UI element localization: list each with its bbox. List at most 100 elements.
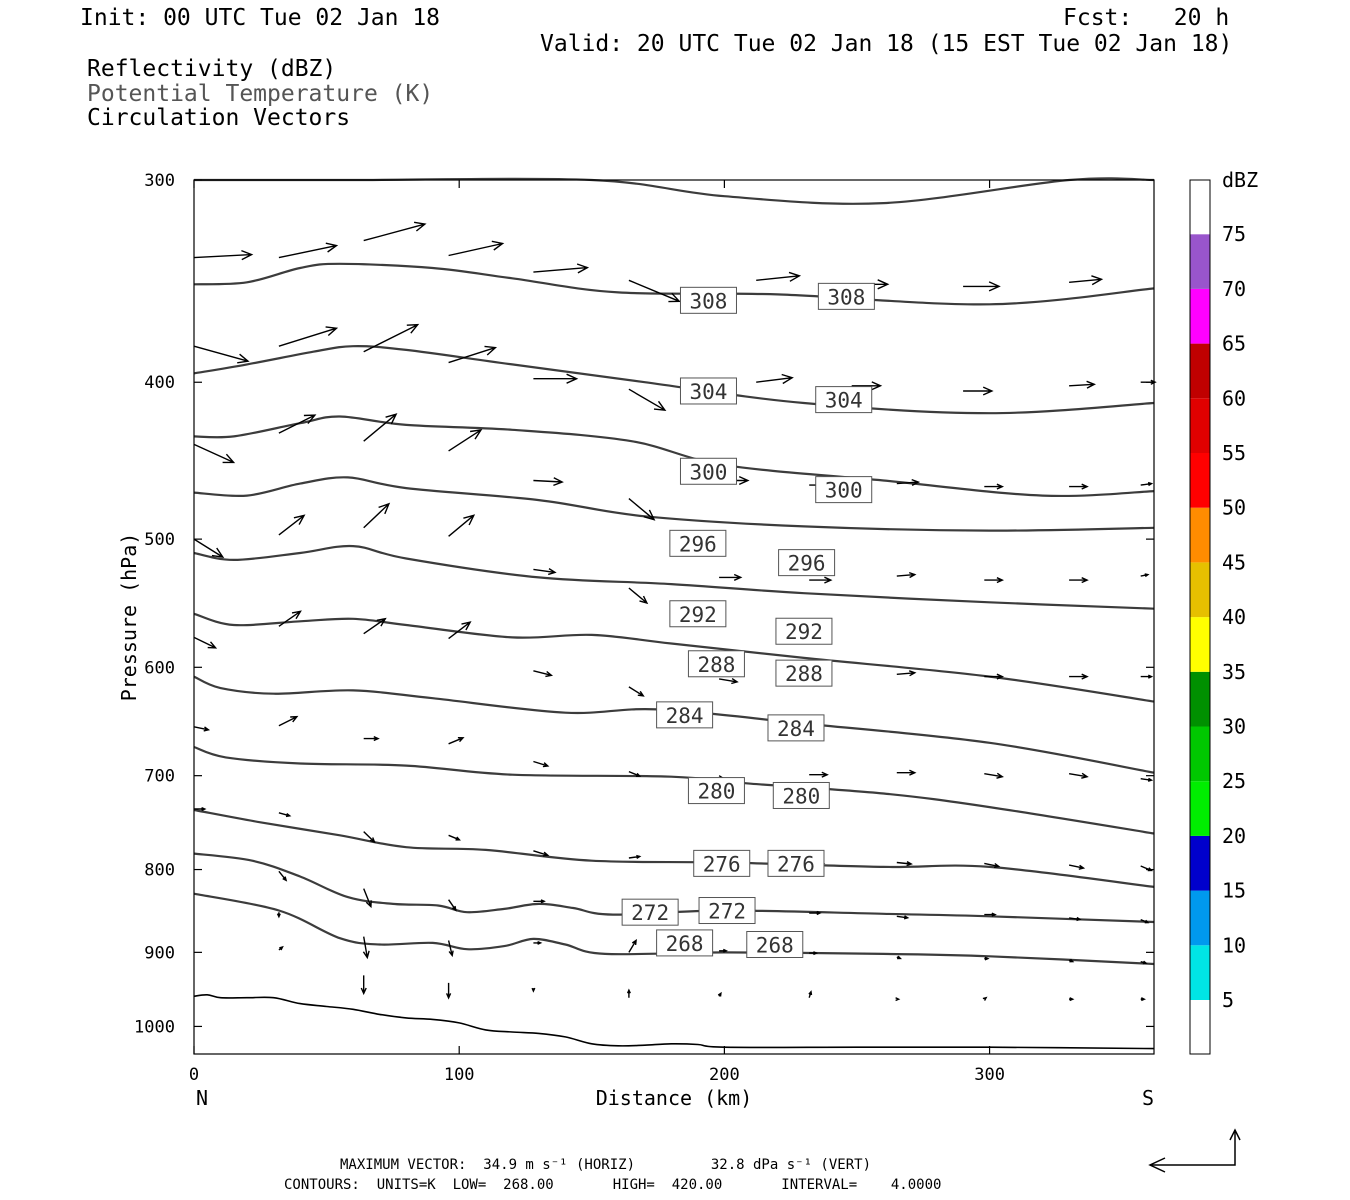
colorbar-swatch (1190, 288, 1210, 344)
contours-note: CONTOURS: UNITS=K LOW= 268.00 HIGH= 420.… (284, 1177, 942, 1193)
wind-vector (809, 771, 829, 778)
wind-vector (363, 831, 376, 844)
wind-vector (448, 621, 472, 640)
wind-vector (448, 345, 498, 364)
contour-label-box (815, 386, 873, 414)
colorbar-swatch (1190, 617, 1210, 672)
y-tick-label: 1000 (134, 1017, 175, 1037)
wind-vector (982, 996, 988, 1001)
wind-vector (193, 538, 225, 559)
wind-vector (193, 636, 218, 649)
contour-label-box (687, 777, 745, 805)
contour-label-box (778, 549, 836, 577)
contour-label: 272 (631, 901, 669, 925)
wind-vector (193, 726, 211, 732)
wind-vector (448, 514, 476, 537)
contour-label-box (679, 286, 737, 314)
isentrope-line (193, 808, 1155, 888)
wind-vector (896, 478, 921, 487)
wind-vector (984, 862, 1001, 869)
colorbar-level: 35 (1222, 660, 1246, 684)
isentrope-line (193, 544, 1155, 610)
wind-vector (448, 834, 461, 841)
contour-label-box (815, 476, 873, 504)
wind-vector (809, 910, 822, 916)
wind-vector (1140, 960, 1148, 965)
wind-vector (533, 568, 557, 576)
wind-vector (984, 483, 1005, 490)
wind-vector (1068, 772, 1089, 779)
wind-vector (984, 673, 1005, 680)
reference-vector-icon (1148, 1128, 1241, 1173)
wind-vector (533, 760, 550, 768)
wind-vector (533, 850, 550, 857)
wind-vector (363, 221, 427, 242)
wind-vector (533, 263, 590, 274)
colorbar-swatch (1190, 781, 1210, 836)
wind-vector (363, 323, 420, 353)
colorbar-level: 5 (1222, 988, 1234, 1012)
wind-vector (1068, 958, 1075, 963)
colorbar-swatch (1190, 835, 1210, 891)
wind-vector (896, 915, 910, 920)
isentrope-line (193, 415, 1155, 498)
x-tick-label: 200 (709, 1065, 740, 1085)
colorbar-swatch (1190, 398, 1210, 453)
contour-label-box (767, 714, 825, 742)
contour-label-box (669, 600, 727, 628)
contour-label-box (767, 849, 825, 877)
colorbar-swatch (1190, 726, 1210, 782)
x-tick-label: 300 (974, 1065, 1005, 1085)
colorbar-level: 10 (1222, 933, 1246, 957)
init-time: Init: 00 UTC Tue 02 Jan 18 (80, 5, 441, 31)
x-axis-label: Distance (km) (596, 1086, 753, 1110)
contour-label: 284 (666, 704, 704, 728)
contour-label: 308 (827, 285, 865, 309)
colorbar-level: 55 (1222, 441, 1246, 465)
wind-vector (533, 940, 543, 945)
isentrope-line (194, 177, 1155, 205)
wind-vector (276, 912, 281, 919)
colorbar-level: 60 (1222, 386, 1246, 410)
wind-vector (278, 514, 306, 536)
wind-vector (278, 812, 292, 818)
wind-vector (363, 502, 391, 529)
contour-label-box (772, 781, 830, 809)
wind-vector (1069, 997, 1075, 1002)
wind-vector (756, 271, 802, 282)
isentrope-line (193, 476, 1155, 532)
y-tick-label: 500 (144, 530, 175, 550)
colorbar-level: 45 (1222, 550, 1246, 574)
wind-vector (278, 242, 339, 259)
wind-vector (896, 955, 902, 960)
isentrope-line (193, 345, 1155, 415)
surface-line (193, 993, 1155, 1050)
wind-vector (447, 940, 454, 958)
wind-vector (809, 951, 819, 956)
contour-label: 292 (679, 603, 717, 627)
field-theta-label: Potential Temperature (K) (87, 81, 434, 107)
contour-label-box (817, 282, 875, 310)
axes: 300 400 500 600 700 800 900 1000 0 100 200 300 (134, 171, 1154, 1085)
wind-vector (984, 577, 1005, 584)
wind-vector (363, 735, 380, 742)
wind-vector (851, 381, 883, 391)
wind-vector (1068, 864, 1086, 870)
wind-vector (533, 373, 579, 384)
wind-vector (1140, 997, 1147, 1002)
contour-label-box (679, 457, 737, 485)
isentrope-line (193, 675, 1155, 774)
isentrope-line (193, 262, 1155, 306)
colorbar-level: 70 (1222, 277, 1246, 301)
colorbar-swatch (1190, 890, 1210, 946)
wind-vector (628, 770, 642, 777)
wind-vector (808, 990, 813, 998)
wind-vector (193, 249, 254, 261)
wind-vector (896, 860, 913, 867)
wind-vector (1069, 577, 1089, 584)
wind-vector (963, 386, 994, 396)
contour-label: 276 (703, 852, 741, 876)
reflectivity-colorbar: 5 10 15 20 25 30 35 40 45 50 55 60 65 70 75 (1189, 179, 1246, 1055)
colorbar-swatch (1190, 562, 1210, 618)
wind-vector (718, 678, 739, 685)
